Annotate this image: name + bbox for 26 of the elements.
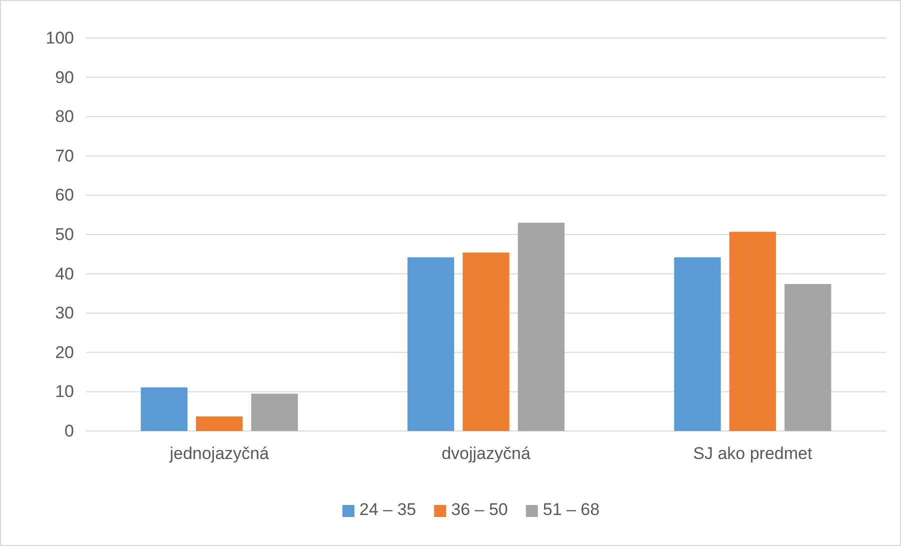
y-tick-label: 80: [55, 107, 74, 126]
bar: [729, 232, 776, 431]
y-tick-label: 30: [55, 304, 74, 323]
legend-label: 24 – 35: [359, 500, 416, 519]
legend-label: 51 – 68: [542, 500, 600, 519]
bar: [407, 257, 454, 431]
bar: [674, 257, 721, 431]
x-tick-label: jednojazyčná: [168, 444, 270, 464]
y-tick-label: 40: [55, 264, 74, 284]
bar: [784, 284, 832, 431]
bar: [462, 252, 510, 431]
x-tick-label: dvojjazyčná: [442, 444, 531, 464]
y-tick-label: 50: [55, 224, 74, 244]
y-tick-label: 20: [55, 342, 74, 362]
y-tick-label: 90: [55, 68, 74, 87]
legend-label: 36 – 50: [451, 500, 508, 519]
y-tick-label: 100: [46, 28, 74, 48]
bar: [196, 416, 243, 431]
bar: [140, 387, 188, 431]
y-tick-label: 70: [55, 146, 74, 166]
y-tick-label: 0: [64, 421, 74, 440]
bar: [518, 222, 565, 431]
y-tick-label: 10: [55, 382, 74, 402]
y-tick-label: 60: [55, 186, 74, 205]
bar: [251, 394, 298, 431]
x-tick-label: SJ ako predmet: [693, 444, 812, 464]
